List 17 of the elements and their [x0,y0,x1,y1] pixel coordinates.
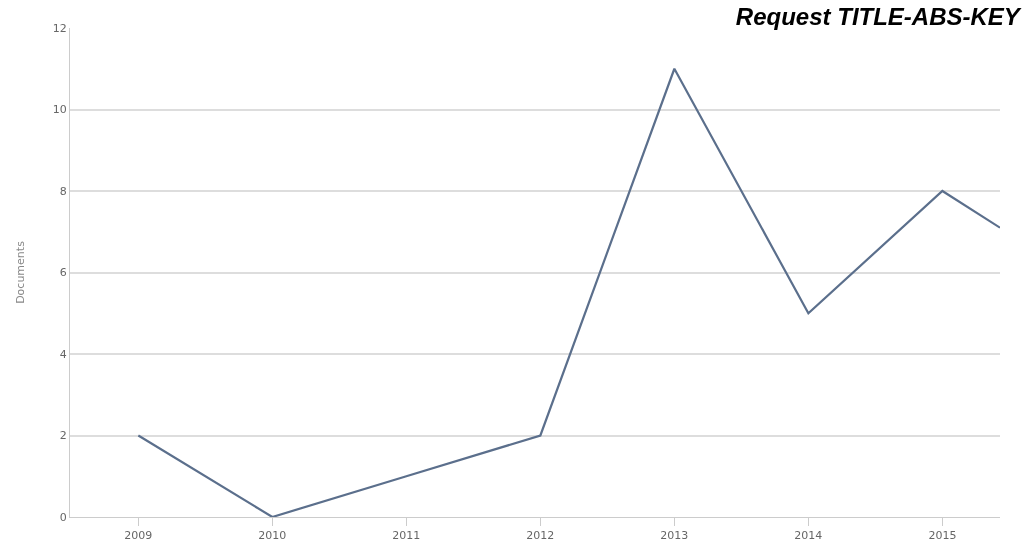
x-tick-label: 2013 [660,529,689,543]
y-tick-label: 8 [59,184,67,198]
y-tick-label: 12 [52,21,67,35]
chart-title: Request TITLE-ABS-KEY [735,3,1022,31]
x-tick-label: 2010 [258,529,287,543]
x-tick-label: 2015 [928,529,957,543]
y-tick-label: 4 [59,347,67,361]
x-tick-label: 2014 [794,529,823,543]
y-axis-title: Documents [14,240,28,304]
y-tick-label: 2 [59,429,67,443]
y-tick-label: 0 [59,510,67,524]
y-tick-label: 10 [52,103,67,117]
x-tick-label: 2011 [392,529,421,543]
line-series [137,67,1000,517]
x-tick-label: 2009 [124,529,153,543]
x-tick-label: 2012 [526,529,555,543]
y-tick-label: 6 [59,266,67,280]
